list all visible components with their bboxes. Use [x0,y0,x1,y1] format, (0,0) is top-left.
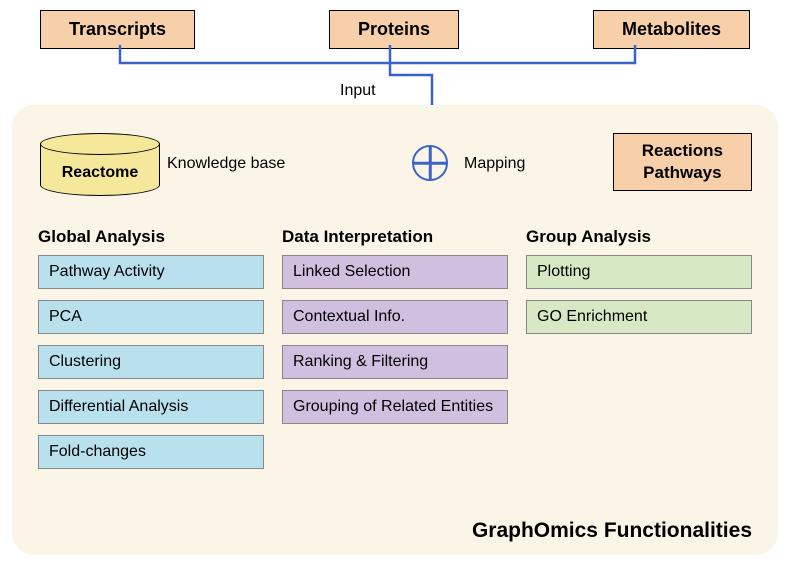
reactome-label: Reactome [62,164,138,182]
col-group-analysis: Group Analysis Plotting GO Enrichment [526,227,752,480]
input-transcripts: Transcripts [40,10,195,49]
header-interp: Data Interpretation [282,227,508,247]
col-global-analysis: Global Analysis Pathway Activity PCA Clu… [38,227,264,480]
output-reactions-pathways: Reactions Pathways [613,133,752,191]
label-mapping: Mapping [464,155,525,173]
item-pathway-activity: Pathway Activity [38,255,264,289]
item-ranking-filtering: Ranking & Filtering [282,345,508,379]
functionality-columns: Global Analysis Pathway Activity PCA Clu… [38,227,752,480]
item-linked-selection: Linked Selection [282,255,508,289]
item-contextual-info: Contextual Info. [282,300,508,334]
label-knowledge-base: Knowledge base [167,155,285,173]
label-input: Input [340,82,376,100]
item-go-enrichment: GO Enrichment [526,300,752,334]
col-data-interpretation: Data Interpretation Linked Selection Con… [282,227,508,480]
merge-node-icon [412,145,448,181]
header-group: Group Analysis [526,227,752,247]
item-clustering: Clustering [38,345,264,379]
item-grouping-entities: Grouping of Related Entities [282,390,508,424]
reactome-db: Reactome [40,133,160,197]
input-proteins: Proteins [329,10,459,49]
input-row: Transcripts Proteins Metabolites [0,0,790,49]
item-fold-changes: Fold-changes [38,435,264,469]
header-global: Global Analysis [38,227,264,247]
main-panel: Reactome Knowledge base Mapping Reaction… [12,105,778,555]
item-differential: Differential Analysis [38,390,264,424]
item-plotting: Plotting [526,255,752,289]
input-metabolites: Metabolites [593,10,750,49]
item-pca: PCA [38,300,264,334]
footer-title: GraphOmics Functionalities [472,519,752,543]
